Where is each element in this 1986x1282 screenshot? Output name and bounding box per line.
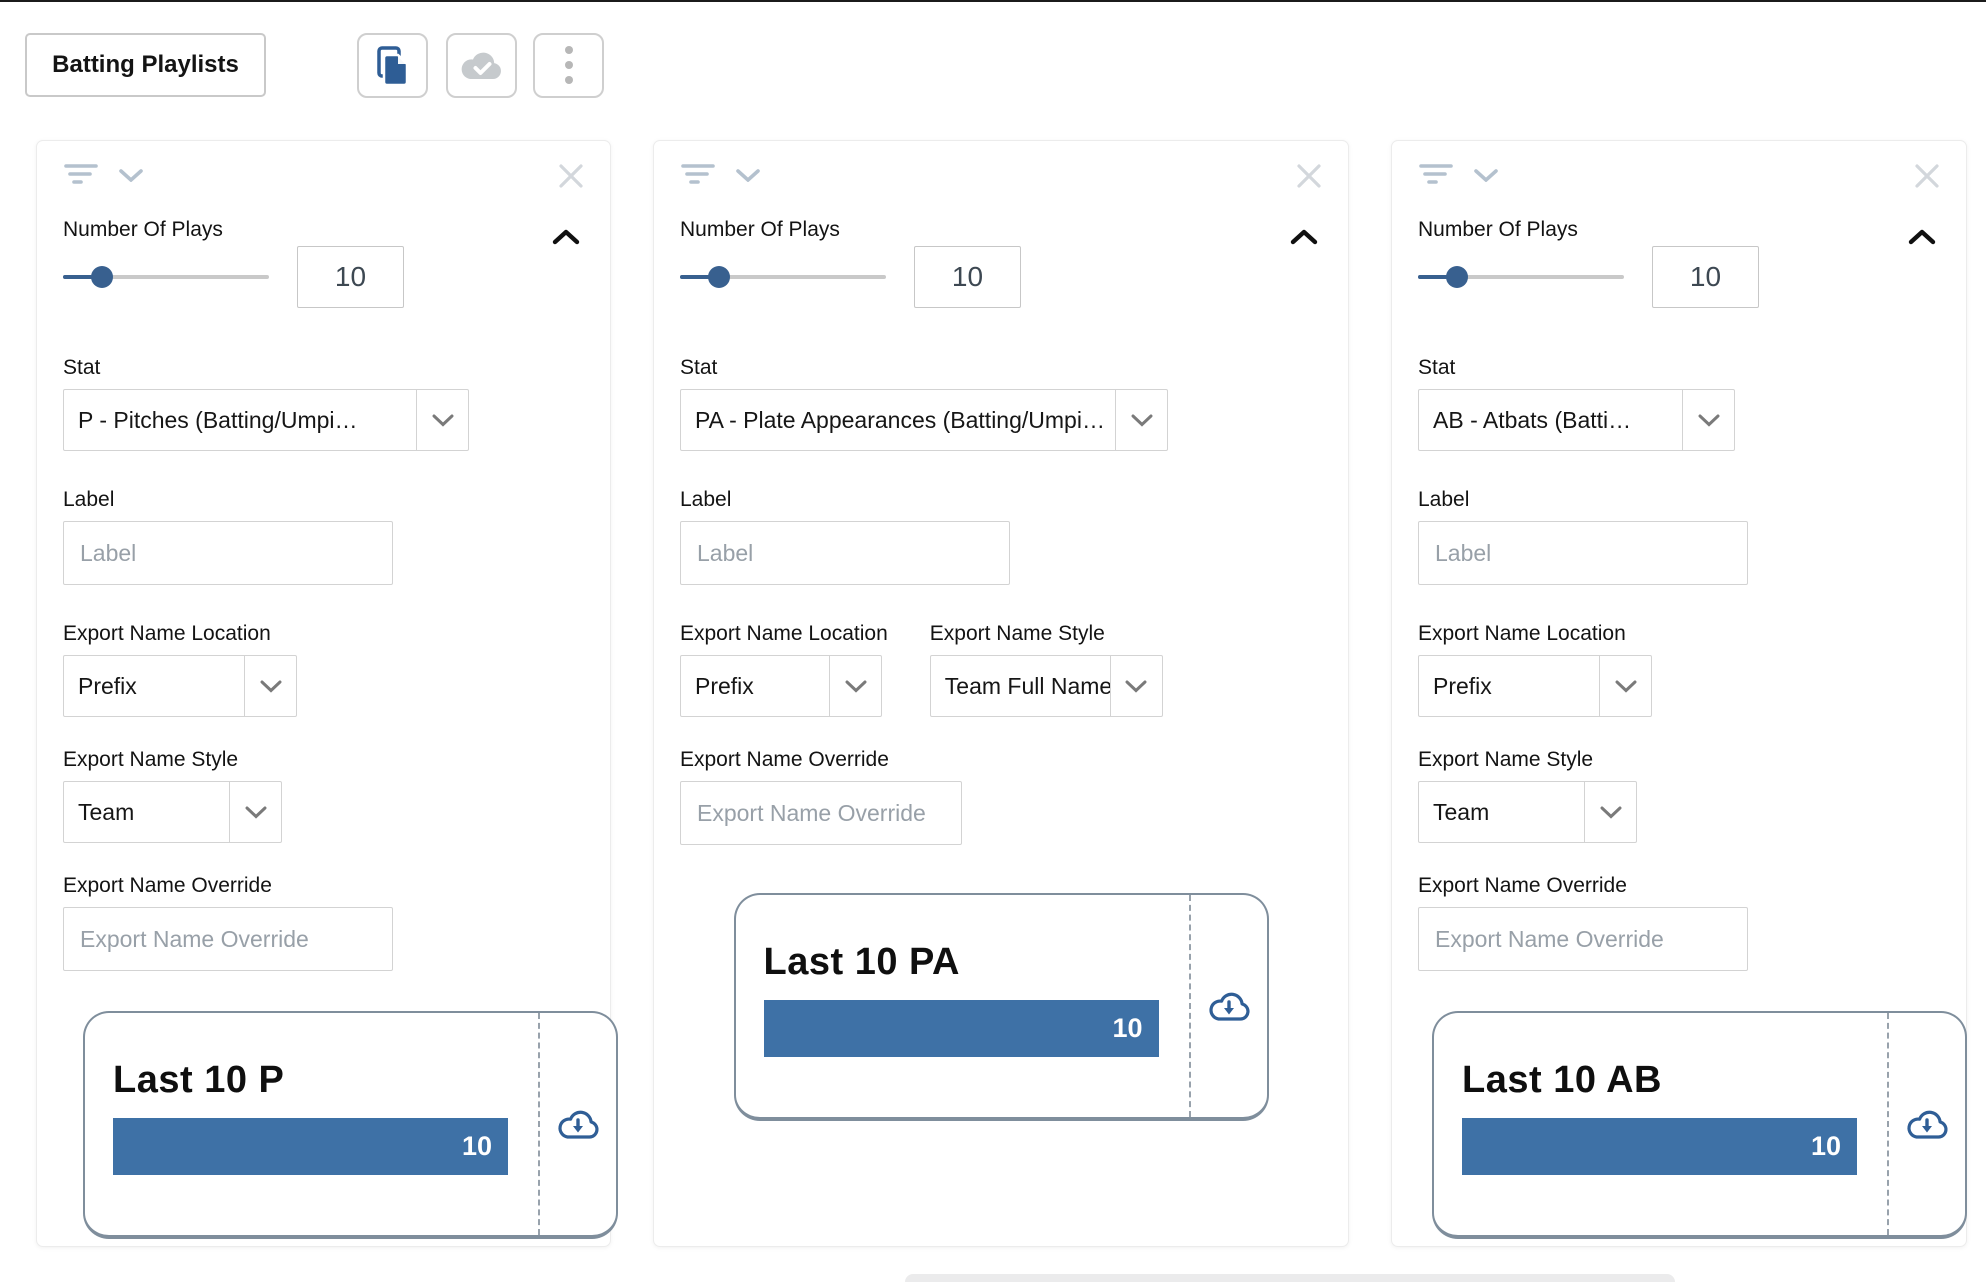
export-name-location-label: Export Name Location [63, 622, 271, 645]
preview-count: 10 [1810, 1131, 1841, 1161]
chevron-down-icon [829, 656, 881, 716]
label-input[interactable] [1418, 521, 1748, 585]
window-top-edge [0, 0, 1986, 2]
slider-thumb[interactable] [708, 266, 730, 288]
chevron-down-icon [1599, 656, 1651, 716]
close-icon[interactable] [1912, 161, 1942, 191]
filter-icon[interactable] [1418, 162, 1454, 188]
number-of-plays-input[interactable] [297, 246, 404, 308]
stat-label: Stat [680, 356, 718, 379]
cloud-check-icon [459, 49, 505, 83]
kebab-menu-icon [564, 45, 574, 87]
chevron-down-icon [416, 390, 468, 450]
label-label: Label [63, 488, 115, 511]
export-name-location-select[interactable]: Prefix [63, 655, 297, 717]
filter-icon[interactable] [680, 162, 716, 188]
label-input[interactable] [63, 521, 393, 585]
export-name-override-label: Export Name Override [1418, 874, 1627, 897]
export-name-style-select[interactable]: Team Full Name [929, 655, 1163, 717]
number-of-plays-input[interactable] [914, 246, 1021, 308]
preview-title: Last 10 P [113, 1059, 285, 1101]
chevron-down-icon [229, 782, 281, 842]
chevron-down-icon[interactable] [736, 168, 760, 182]
number-of-plays-label: Number Of Plays [1418, 218, 1578, 241]
preview-count-bar: 10 [763, 1000, 1159, 1057]
stat-select[interactable]: P - Pitches (Batting/Umpi… [63, 389, 469, 451]
preview-count-bar: 10 [1462, 1118, 1857, 1175]
chevron-down-icon[interactable] [1474, 168, 1498, 182]
cloud-download-icon[interactable] [554, 1106, 602, 1142]
slider-fill [680, 275, 720, 279]
slider-track[interactable] [1418, 275, 1624, 279]
stat-select[interactable]: AB - Atbats (Batti… [1418, 389, 1735, 451]
stat-select[interactable]: PA - Plate Appearances (Batting/Umpi… [680, 389, 1168, 451]
cloud-approve-button[interactable] [446, 33, 517, 98]
playlist-preview-card[interactable]: Last 10 PA 10 [733, 893, 1269, 1121]
chevron-down-icon [1115, 390, 1167, 450]
export-name-override-input[interactable] [1418, 907, 1748, 971]
duplicate-button[interactable] [357, 33, 428, 98]
page-title: Batting Playlists [52, 51, 239, 78]
cloud-download-icon[interactable] [1903, 1106, 1951, 1142]
slider-track[interactable] [680, 275, 886, 279]
slider-fill [63, 275, 103, 279]
below-fold-element-edge [905, 1274, 1675, 1282]
collapse-chevron-up-icon[interactable] [1290, 229, 1318, 245]
number-of-plays-slider[interactable] [1418, 266, 1624, 288]
collapse-chevron-up-icon[interactable] [552, 229, 580, 245]
label-label: Label [1418, 488, 1470, 511]
playlist-preview-card[interactable]: Last 10 AB 10 [1432, 1011, 1967, 1239]
playlist-card-3: Number Of Plays Stat AB - Atbats (Batti…… [1391, 140, 1967, 1247]
chevron-down-icon[interactable] [119, 168, 143, 182]
preview-count-bar: 10 [113, 1118, 508, 1175]
collapse-chevron-up-icon[interactable] [1908, 229, 1936, 245]
number-of-plays-label: Number Of Plays [63, 218, 223, 241]
chevron-down-icon [1109, 656, 1162, 716]
export-name-override-label: Export Name Override [680, 748, 889, 771]
stat-label: Stat [63, 356, 101, 379]
export-name-override-label: Export Name Override [63, 874, 272, 897]
preview-title: Last 10 PA [763, 941, 960, 983]
playlist-title-box[interactable]: Batting Playlists [25, 33, 266, 97]
slider-thumb[interactable] [1446, 266, 1468, 288]
slider-fill [1418, 275, 1458, 279]
preview-count: 10 [461, 1131, 492, 1161]
export-name-style-label: Export Name Style [1418, 748, 1594, 771]
export-name-override-input[interactable] [63, 907, 393, 971]
copy-icon [373, 44, 413, 88]
number-of-plays-input[interactable] [1652, 246, 1759, 308]
preview-title: Last 10 AB [1462, 1059, 1662, 1101]
playlist-card-1: Number Of Plays Stat P - Pitches (Battin… [36, 140, 618, 1247]
close-icon[interactable] [1294, 161, 1324, 191]
stat-label: Stat [1418, 356, 1456, 379]
export-name-style-select[interactable]: Team [1418, 781, 1637, 843]
chevron-down-icon [1682, 390, 1734, 450]
close-icon[interactable] [556, 161, 586, 191]
chevron-down-icon [1584, 782, 1636, 842]
more-options-button[interactable] [533, 33, 604, 98]
slider-thumb[interactable] [91, 266, 113, 288]
export-name-style-label: Export Name Style [929, 622, 1105, 645]
number-of-plays-slider[interactable] [680, 266, 886, 288]
export-name-location-select[interactable]: Prefix [680, 655, 882, 717]
export-name-location-label: Export Name Location [680, 622, 888, 645]
playlist-preview-card[interactable]: Last 10 P 10 [83, 1011, 618, 1239]
playlist-card-2: Number Of Plays Stat PA - Plate Appearan… [653, 140, 1349, 1247]
number-of-plays-label: Number Of Plays [680, 218, 840, 241]
cloud-download-icon[interactable] [1205, 988, 1253, 1024]
export-name-style-label: Export Name Style [63, 748, 239, 771]
export-name-location-label: Export Name Location [1418, 622, 1626, 645]
preview-count: 10 [1112, 1013, 1143, 1043]
export-name-location-select[interactable]: Prefix [1418, 655, 1652, 717]
label-label: Label [680, 488, 732, 511]
number-of-plays-slider[interactable] [63, 266, 269, 288]
label-input[interactable] [680, 521, 1010, 585]
export-name-style-select[interactable]: Team [63, 781, 282, 843]
export-name-override-input[interactable] [680, 781, 962, 845]
slider-track[interactable] [63, 275, 269, 279]
filter-icon[interactable] [63, 162, 99, 188]
chevron-down-icon [244, 656, 296, 716]
